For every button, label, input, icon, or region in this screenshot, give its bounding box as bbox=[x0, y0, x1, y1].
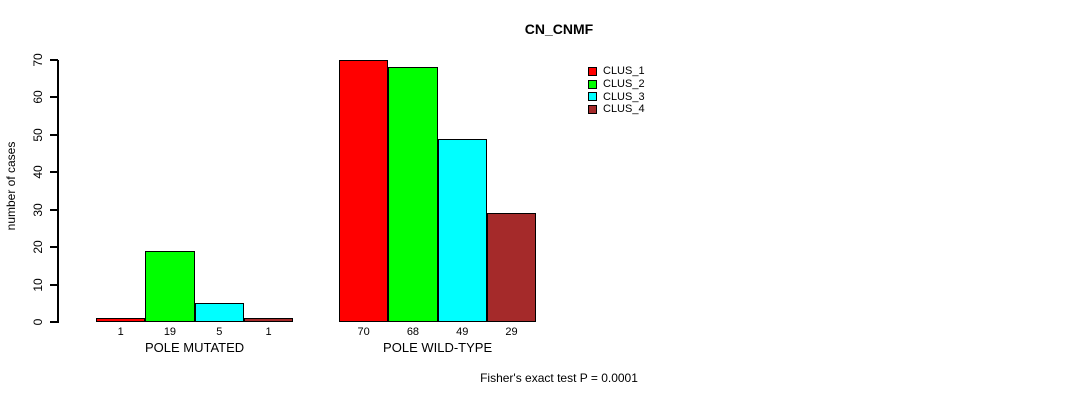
y-tick-mark bbox=[50, 208, 58, 211]
y-tick-label: 10 bbox=[31, 277, 45, 292]
legend-swatch-clus_2 bbox=[588, 79, 597, 89]
y-tick-label: 50 bbox=[31, 128, 45, 142]
legend-swatch-clus_4 bbox=[588, 104, 597, 114]
bar-value-label: 68 bbox=[406, 326, 420, 338]
y-tick-label: 40 bbox=[31, 165, 45, 179]
y-tick-mark bbox=[50, 246, 58, 249]
bar-value-label: 1 bbox=[265, 326, 272, 338]
bar-value-label: 49 bbox=[456, 326, 469, 338]
y-tick-mark bbox=[50, 171, 58, 174]
group-label-pole-mutated: POLE MUTATED bbox=[144, 340, 245, 355]
y-tick-label: 30 bbox=[31, 203, 45, 217]
y-tick-label: 20 bbox=[31, 240, 45, 254]
y-tick-label: 60 bbox=[31, 90, 45, 105]
bar-clus_2-pole-wild-type bbox=[388, 67, 438, 322]
legend-label: CLUS_2 bbox=[603, 78, 645, 91]
bar-value-label: 70 bbox=[357, 326, 370, 338]
y-axis-line bbox=[57, 60, 59, 323]
legend-label: CLUS_1 bbox=[603, 65, 645, 78]
y-tick-mark bbox=[50, 59, 58, 61]
legend-label: CLUS_4 bbox=[603, 103, 645, 116]
group-label-pole-wild-type: POLE WILD-TYPE bbox=[383, 340, 493, 355]
bar-clus_4-pole-wild-type bbox=[486, 213, 537, 322]
y-tick-mark bbox=[50, 96, 58, 99]
fisher-test-annotation: Fisher's exact test P = 0.0001 bbox=[480, 371, 638, 385]
legend-item-clus_3: CLUS_3 bbox=[588, 90, 645, 103]
legend-item-clus_4: CLUS_4 bbox=[588, 103, 645, 116]
bar-value-label: 29 bbox=[505, 326, 518, 338]
y-tick-mark bbox=[50, 133, 58, 136]
bar-value-label: 5 bbox=[216, 326, 223, 338]
legend-label: CLUS_3 bbox=[603, 90, 645, 103]
legend-swatch-clus_1 bbox=[588, 66, 597, 76]
y-tick-mark bbox=[50, 283, 58, 286]
legend-item-clus_1: CLUS_1 bbox=[588, 65, 645, 78]
bar-clus_1-pole-mutated bbox=[96, 318, 146, 322]
y-tick-label: 70 bbox=[31, 53, 45, 67]
bar-clus_2-pole-mutated bbox=[145, 250, 195, 322]
bar-clus_4-pole-mutated bbox=[243, 318, 294, 322]
y-axis-title: number of cases bbox=[4, 141, 18, 231]
legend: CLUS_1 CLUS_2 CLUS_3 CLUS_4 bbox=[588, 65, 645, 116]
legend-item-clus_2: CLUS_2 bbox=[588, 78, 645, 91]
bar-clus_3-pole-mutated bbox=[194, 303, 244, 322]
y-tick-mark bbox=[50, 321, 58, 323]
chart-title: CN_CNMF bbox=[524, 21, 594, 37]
bar-value-label: 19 bbox=[163, 326, 177, 338]
bar-clus_1-pole-wild-type bbox=[339, 60, 389, 322]
bar-value-label: 1 bbox=[117, 326, 124, 338]
y-tick-label: 0 bbox=[31, 318, 45, 326]
legend-swatch-clus_3 bbox=[588, 92, 597, 102]
bar-clus_3-pole-wild-type bbox=[437, 138, 487, 322]
